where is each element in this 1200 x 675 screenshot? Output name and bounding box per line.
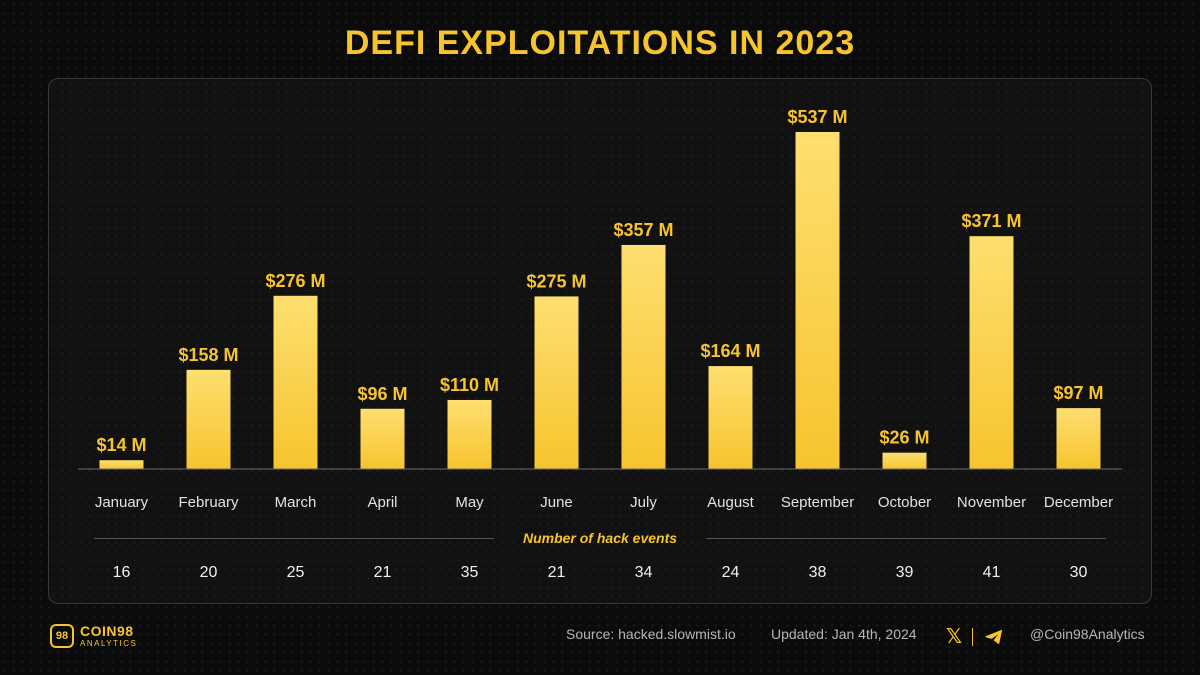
bar-value-label: $164 M	[700, 341, 760, 361]
coin98-logo-icon: 98	[50, 624, 74, 648]
chart-panel	[48, 78, 1152, 604]
hack-count-value: 34	[635, 564, 653, 581]
hack-count-value: 24	[722, 564, 740, 581]
hack-count-value: 20	[200, 564, 218, 581]
x-icon[interactable]: 𝕏	[946, 626, 963, 648]
bar-value-label: $14 M	[96, 435, 146, 455]
x-tick-label: June	[540, 494, 573, 511]
hack-count-value: 21	[374, 564, 392, 581]
hack-count-value: 41	[983, 564, 1001, 581]
x-tick-label: May	[455, 494, 484, 511]
hack-count-value: 38	[809, 564, 827, 581]
bar-september	[795, 132, 840, 469]
source-text: Source: hacked.slowmist.io	[566, 626, 736, 642]
x-tick-label: August	[707, 494, 755, 511]
social-handle: @Coin98Analytics	[1030, 626, 1145, 642]
table-separator-right	[706, 538, 1106, 539]
bar-june	[534, 296, 579, 469]
updated-text: Updated: Jan 4th, 2024	[771, 626, 917, 642]
hack-events-label: Number of hack events	[522, 530, 678, 546]
bar-march	[273, 295, 318, 469]
bar-value-label: $26 M	[879, 428, 929, 448]
bar-value-label: $110 M	[440, 375, 499, 395]
social-links: 𝕏	[946, 626, 1005, 648]
hack-count-value: 16	[113, 564, 131, 581]
brand-logo: 98 COIN98 ANALYTICS	[50, 624, 137, 648]
telegram-icon[interactable]	[983, 626, 1005, 648]
chart-title: DEFI EXPLOITATIONS IN 2023	[344, 24, 856, 62]
brand-name: COIN98	[80, 623, 134, 639]
bar-may	[447, 399, 492, 469]
x-tick-label: July	[630, 494, 657, 511]
hack-count-value: 25	[287, 564, 305, 581]
x-tick-label: December	[1044, 494, 1113, 511]
hack-count-value: 30	[1070, 564, 1088, 581]
bar-december	[1056, 408, 1101, 469]
x-tick-label: January	[95, 494, 149, 511]
bar-value-label: $357 M	[613, 220, 673, 240]
bar-value-label: $158 M	[178, 345, 238, 365]
x-tick-label: March	[275, 494, 317, 511]
hack-count-value: 39	[896, 564, 914, 581]
bar-january	[99, 460, 144, 469]
bar-october	[882, 452, 927, 469]
bar-value-label: $97 M	[1053, 383, 1103, 403]
brand-sub: ANALYTICS	[80, 639, 138, 648]
table-separator-left	[94, 538, 494, 539]
x-tick-label: April	[367, 494, 397, 511]
x-tick-label: September	[781, 494, 854, 511]
x-tick-label: November	[957, 494, 1026, 511]
hack-count-value: 21	[548, 564, 566, 581]
bar-value-label: $275 M	[526, 271, 586, 291]
bar-november	[969, 236, 1014, 469]
x-tick-label: October	[878, 494, 931, 511]
bar-value-label: $96 M	[357, 384, 407, 404]
x-tick-label: February	[178, 494, 239, 511]
hack-count-value: 35	[461, 564, 479, 581]
bar-value-label: $371 M	[961, 211, 1021, 231]
bar-value-label: $537 M	[787, 107, 847, 127]
social-divider	[972, 628, 974, 646]
bar-august	[708, 366, 753, 469]
bar-value-label: $276 M	[265, 271, 325, 291]
bar-july	[621, 244, 666, 469]
bar-february	[186, 369, 231, 469]
bar-april	[360, 408, 405, 469]
